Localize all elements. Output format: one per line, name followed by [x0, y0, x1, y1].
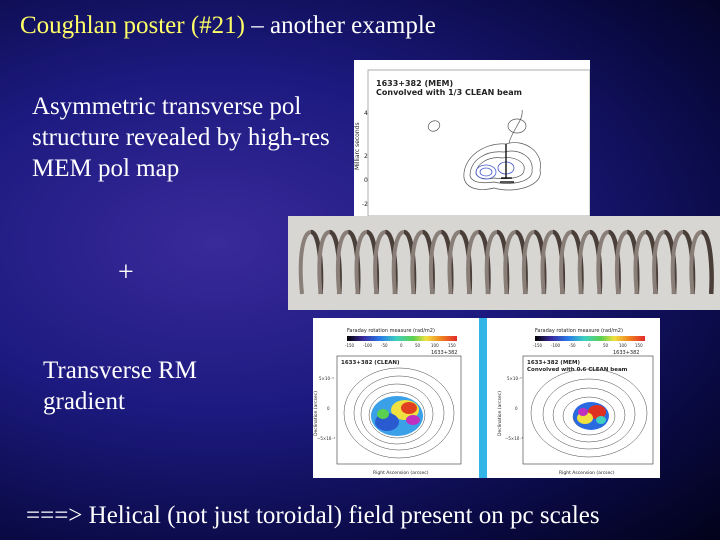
spring-coil-back — [689, 230, 703, 295]
right-colorbar-ticks: -150 -100 -50 0 50 100 150 — [533, 343, 643, 348]
ytick: 0 — [515, 406, 518, 411]
spring-coil-back — [484, 230, 498, 295]
colorbar-tick: -150 — [345, 343, 355, 348]
title-highlight: Coughlan poster (#21) — [20, 12, 245, 39]
ytick: 5×10⁻³ — [507, 376, 522, 381]
right-contours — [530, 368, 648, 458]
spring-coil-back — [410, 230, 424, 295]
title-rest: – another example — [244, 12, 436, 39]
colorbar-tick: 150 — [635, 343, 643, 348]
colorbar-tick: 0 — [400, 343, 403, 348]
colorbar-tick: -50 — [569, 343, 576, 348]
mem-pol-map-image: 1633+382 (MEM) Convolved with 1/3 CLEAN … — [354, 60, 590, 216]
right-rm-blob — [573, 402, 609, 430]
spring-coil-back — [354, 230, 368, 295]
mem-ytick: -2 — [362, 201, 368, 208]
mem-yticks: 4 2 0 -2 — [362, 110, 368, 208]
evpa-ticks — [500, 144, 514, 183]
spring-coil-back — [633, 230, 647, 295]
spring-coil-back — [317, 230, 331, 295]
spring-coil-back — [596, 230, 610, 295]
right-yticks: 5×10⁻³ 0 −5×10⁻³ — [505, 376, 523, 441]
spring-coil-back — [373, 230, 387, 295]
colorbar-tick: -150 — [533, 343, 543, 348]
right-ylabel: Declination (arcsec) — [497, 391, 503, 436]
colorbar-tick: 50 — [415, 343, 421, 348]
right-map-caption-line1: 1633+382 (MEM) — [527, 360, 581, 366]
mem-contours — [427, 109, 541, 191]
text-block-pol-structure: Asymmetric transverse pol structure reve… — [32, 93, 330, 182]
colorbar-tick: 100 — [431, 343, 439, 348]
rm-maps-image: Faraday rotation measure (rad/m2) -150 -… — [313, 318, 660, 478]
left-ylabel: Declination (arcsec) — [313, 391, 319, 436]
mem-ylabel: Milliarc seconds — [354, 122, 361, 170]
colorbar-tick: -100 — [363, 343, 373, 348]
rm-map-right: Faraday rotation measure (rad/m2) -150 -… — [497, 328, 654, 476]
left-rm-blob — [371, 396, 423, 436]
rm-map-left: Faraday rotation measure (rad/m2) -150 -… — [313, 328, 462, 476]
left-colorbar-title: Faraday rotation measure (rad/m2) — [347, 328, 435, 334]
left-xlabel: Right Ascension (arcsec) — [373, 470, 429, 476]
spring-coil-back — [466, 230, 480, 295]
left-map-caption: 1633+382 (CLEAN) — [341, 360, 400, 366]
spring-coil-back — [391, 230, 405, 295]
mem-caption-line2: Convolved with 1/3 CLEAN beam — [376, 88, 522, 97]
left-colorbar-ticks: -150 -100 -50 0 50 100 150 — [345, 343, 456, 348]
right-source-label: 1633+382 — [613, 350, 639, 356]
left-contours — [343, 367, 455, 459]
left-source-label: 1633+382 — [431, 350, 457, 356]
colorbar-tick: -100 — [551, 343, 561, 348]
colorbar-tick: 50 — [603, 343, 609, 348]
spring-coil-back — [298, 230, 312, 295]
text-block-rm-gradient: Transverse RM gradient — [43, 357, 197, 415]
maps-divider — [479, 318, 487, 478]
mem-pol-contours — [475, 161, 515, 180]
mem-ytick: 4 — [364, 110, 368, 117]
slide-title: Coughlan poster (#21) – another example — [20, 12, 436, 40]
right-colorbar-title: Faraday rotation measure (rad/m2) — [535, 328, 623, 334]
spring-coil-back — [559, 230, 573, 295]
spring-coil-back — [521, 230, 535, 295]
spring-coil-front — [700, 229, 714, 295]
left-yticks: 5×10⁻³ 0 −5×10⁻³ — [317, 376, 335, 441]
spring-coil-back — [577, 230, 591, 295]
colorbar-tick: 0 — [588, 343, 591, 348]
helical-spring-image — [288, 216, 720, 310]
spring-coil-back — [503, 230, 517, 295]
colorbar-tick: 100 — [619, 343, 627, 348]
colorbar-tick: 150 — [448, 343, 456, 348]
mem-ytick: 0 — [364, 177, 368, 184]
ytick: −5×10⁻³ — [317, 436, 335, 441]
mem-ytick: 2 — [364, 153, 368, 160]
ytick: −5×10⁻³ — [505, 436, 523, 441]
spring-coil-back — [670, 230, 684, 295]
right-xlabel: Right Ascension (arcsec) — [559, 470, 615, 476]
spring-coil-back — [428, 230, 442, 295]
plus-sign: + — [118, 257, 134, 288]
conclusion-text: ===> Helical (not just toroidal) field p… — [26, 502, 600, 529]
colorbar-tick: -50 — [381, 343, 388, 348]
spring-coil-back — [540, 230, 554, 295]
ytick: 5×10⁻³ — [319, 376, 334, 381]
ytick: 0 — [327, 406, 330, 411]
spring-coil-back — [335, 230, 349, 295]
mem-caption-line1: 1633+382 (MEM) — [376, 79, 453, 88]
spring-coil-back — [614, 230, 628, 295]
spring-coil-back — [652, 230, 666, 295]
spring-coil-back — [447, 230, 461, 295]
